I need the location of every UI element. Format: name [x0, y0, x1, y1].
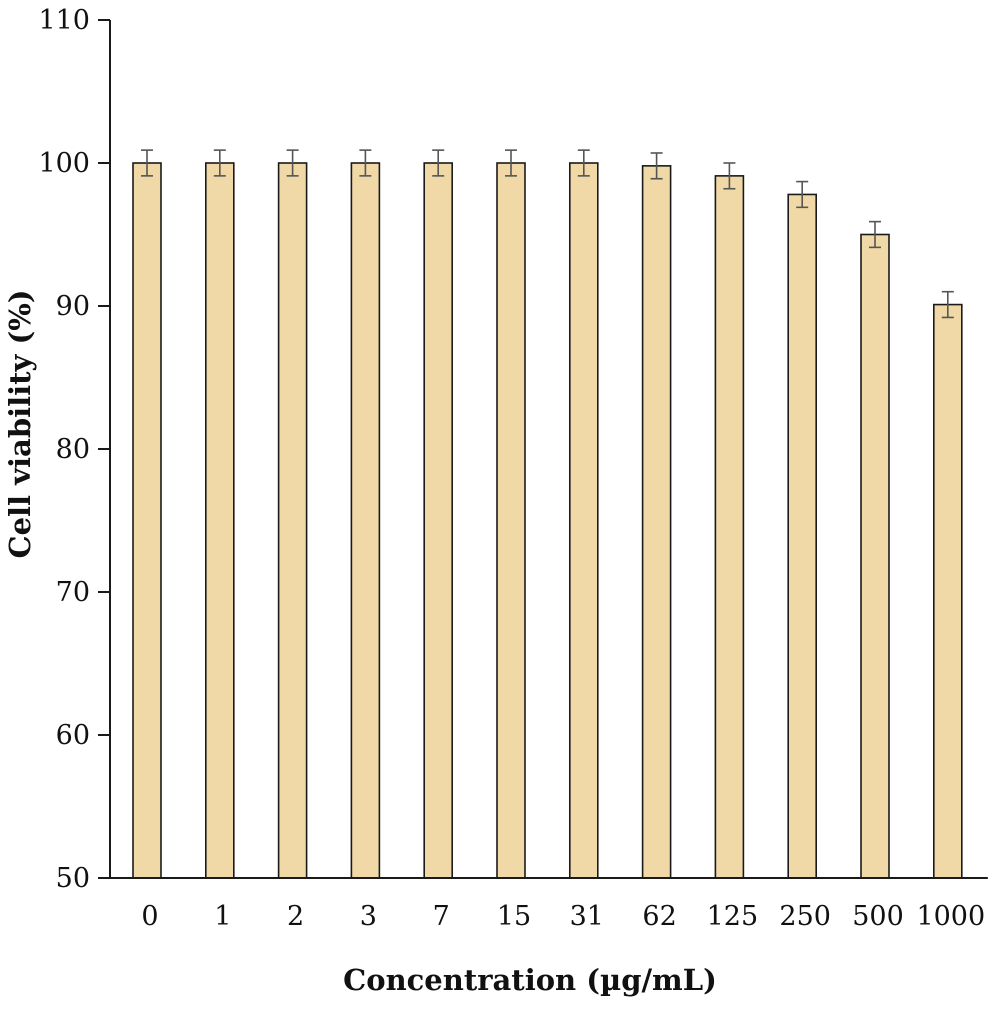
y-tick-label: 70 [56, 577, 90, 608]
bar-62 [641, 165, 672, 879]
bar-3 [350, 162, 381, 879]
bars-layer [132, 162, 963, 879]
x-tick-label: 1000 [916, 901, 985, 932]
x-tick-label: 250 [779, 901, 831, 932]
y-axis-title: Cell viability (%) [3, 290, 37, 559]
bar-0 [132, 162, 162, 879]
bar-1 [205, 162, 235, 879]
bar-1000 [932, 303, 963, 879]
y-tick-label: 60 [56, 720, 90, 751]
bar-7 [423, 162, 454, 879]
y-tick-label: 50 [56, 863, 90, 894]
x-tick-label: 500 [852, 901, 904, 932]
bar-2 [277, 162, 308, 879]
y-tick-label: 90 [56, 291, 90, 322]
x-tick-label: 62 [642, 901, 676, 932]
bar-125 [714, 175, 745, 879]
x-tick-label: 3 [360, 901, 377, 932]
y-tick-label: 80 [56, 434, 90, 465]
x-tick-label: 125 [707, 901, 759, 932]
x-axis-title: Concentration (µg/mL) [343, 963, 717, 997]
x-tick-label: 1 [214, 901, 231, 932]
axes-layer [109, 20, 988, 879]
y-tick-label: 100 [38, 148, 90, 179]
bar-250 [787, 193, 818, 879]
error-bars-layer [141, 149, 954, 319]
x-ticks: 0 1 2 3 7 15 31 62 125 250 500 1000 [141, 901, 985, 932]
y-tick-label: 110 [38, 5, 90, 36]
y-ticks: 50 60 70 80 90 100 110 [38, 5, 110, 894]
bar-500 [860, 233, 890, 879]
bar-15 [496, 162, 526, 879]
x-tick-label: 2 [287, 901, 304, 932]
x-tick-label: 0 [141, 901, 158, 932]
x-tick-label: 31 [570, 901, 604, 932]
bar-31 [568, 162, 599, 879]
x-tick-label: 15 [497, 901, 531, 932]
x-tick-label: 7 [433, 901, 450, 932]
